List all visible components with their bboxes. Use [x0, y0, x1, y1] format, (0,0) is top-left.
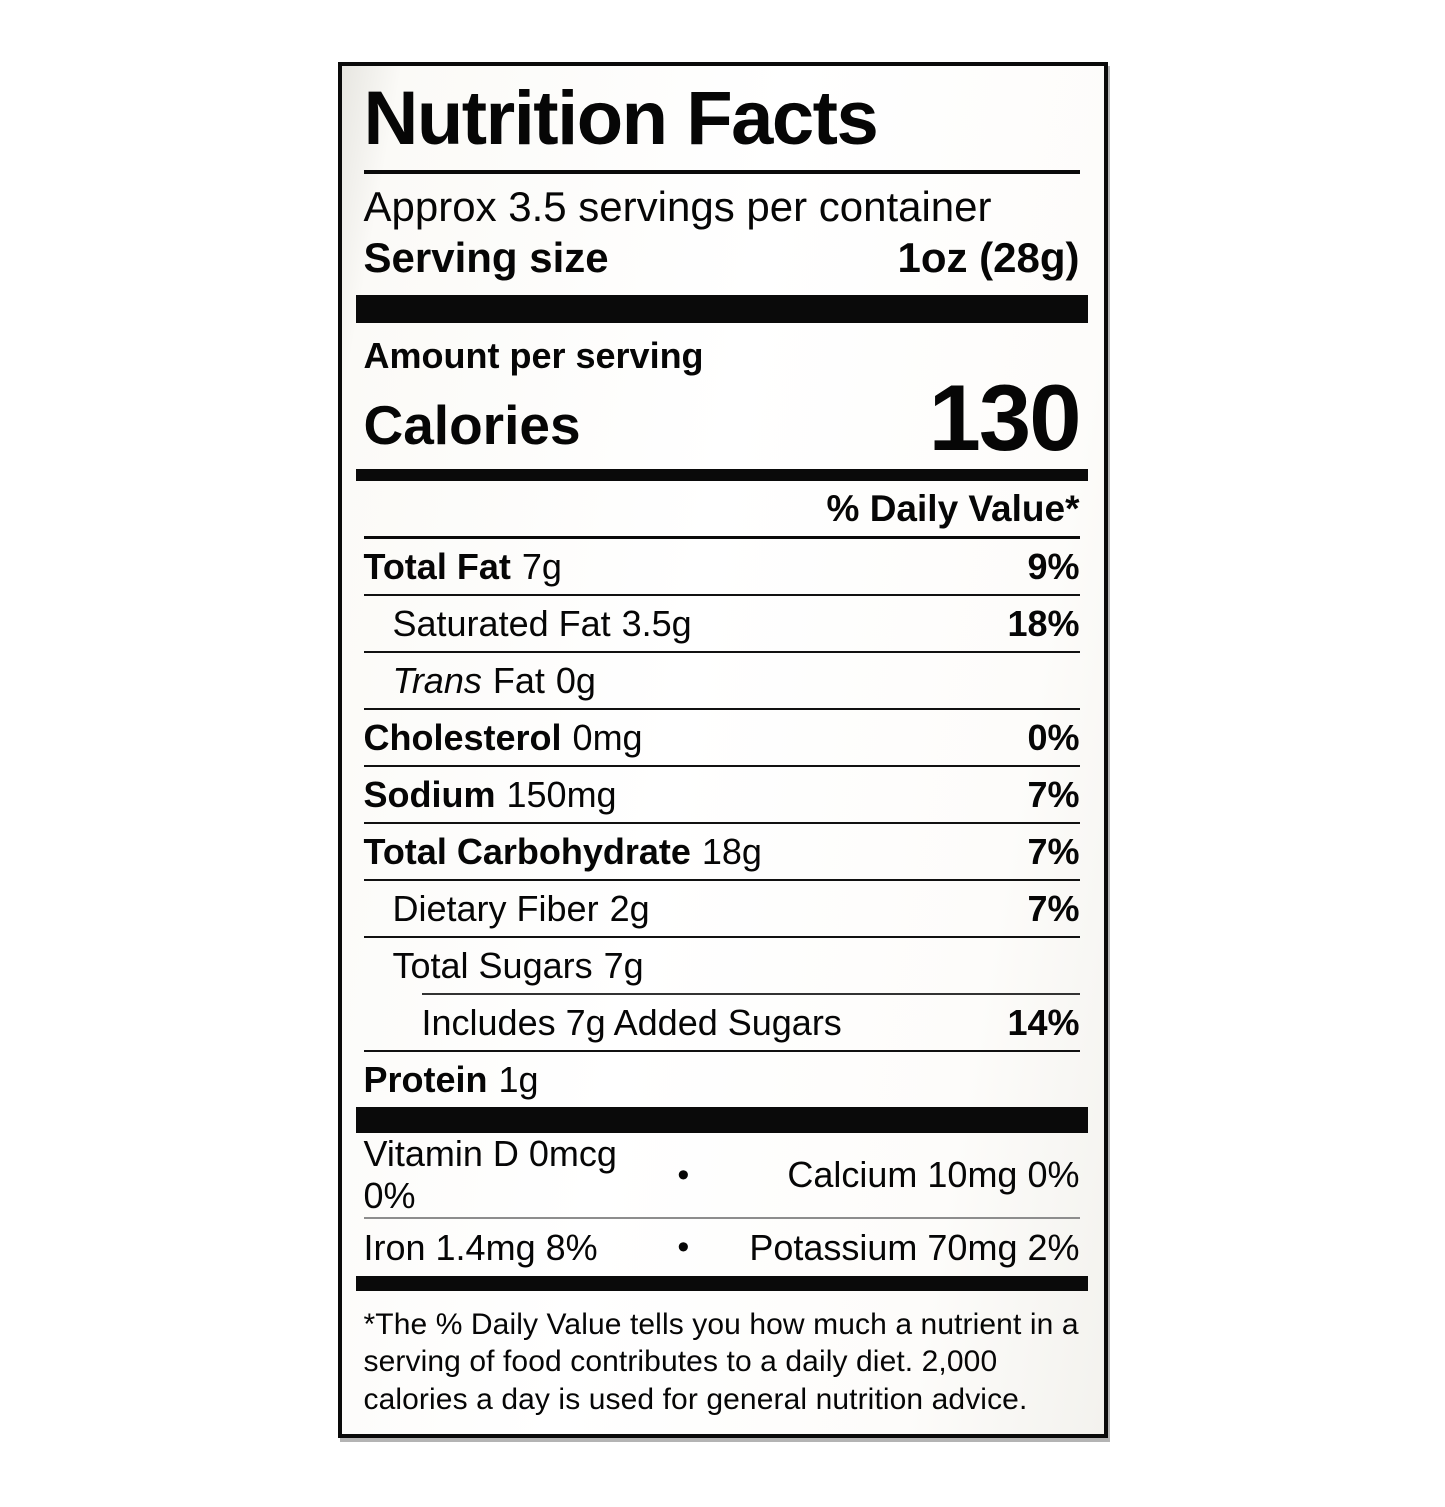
nutrient-row-dietary-fiber: Dietary Fiber 2g 7% — [364, 881, 1080, 936]
nutrient-name: Dietary Fiber — [392, 887, 599, 929]
nutrient-name: Includes 7g Added Sugars — [421, 1001, 842, 1043]
daily-value-divider — [363, 536, 1080, 540]
nutrient-name: Total Fat — [363, 545, 511, 587]
calories-divider — [355, 469, 1088, 482]
calories-value: 130 — [928, 365, 1082, 471]
micronutrient-row-2: Iron 1.4mg 8% • Potassium 70mg 2% — [364, 1219, 1080, 1276]
micronutrient-right: Calcium 10mg 0% — [787, 1154, 1080, 1196]
nutrient-row-added-sugars: Includes 7g Added Sugars 14% — [364, 995, 1080, 1050]
nutrient-daily-value: 7% — [1027, 830, 1080, 872]
micronutrient-left: Vitamin D 0mcg 0% — [363, 1133, 617, 1217]
thick-divider-bottom — [355, 1276, 1088, 1292]
nutrient-amount: 3.5g — [621, 602, 692, 644]
nutrient-amount: 0mg — [572, 716, 643, 758]
calories-label: Calories — [363, 394, 581, 457]
nutrient-daily-value: 0% — [1027, 716, 1080, 758]
serving-size-label: Serving size — [363, 233, 609, 281]
thick-divider-micronutrients — [355, 1107, 1088, 1134]
nutrient-row-total-sugars: Total Sugars 7g — [364, 938, 1080, 993]
row-divider — [363, 765, 1080, 768]
serving-size-value: 1oz (28g) — [897, 233, 1080, 281]
label-title: Nutrition Facts — [363, 76, 879, 161]
nutrient-row-trans-fat: Trans Fat 0g — [364, 653, 1080, 708]
row-divider — [363, 651, 1080, 654]
nutrient-daily-value: 9% — [1027, 545, 1080, 587]
micronutrient-right: Potassium 70mg 2% — [749, 1226, 1080, 1268]
nutrient-amount: 18g — [701, 830, 762, 872]
row-divider-indented — [421, 993, 1080, 996]
nutrient-name: Saturated Fat — [392, 602, 611, 644]
serving-size-row: Serving size 1oz (28g) — [364, 234, 1080, 282]
nutrient-name: Total Sugars — [392, 944, 593, 986]
daily-value-header: % Daily Value* — [826, 488, 1080, 530]
nutrient-name-italic: Trans — [392, 659, 482, 701]
bullet-icon: • — [677, 1228, 690, 1267]
nutrient-daily-value: 18% — [1007, 602, 1080, 644]
nutrient-daily-value: 7% — [1027, 773, 1080, 815]
nutrient-name: Protein — [363, 1058, 488, 1100]
row-divider — [363, 708, 1080, 711]
bullet-icon: • — [677, 1155, 690, 1194]
micronutrient-divider — [363, 1217, 1080, 1220]
nutrient-row-protein: Protein 1g — [364, 1052, 1080, 1107]
nutrient-row-total-fat: Total Fat 7g 9% — [364, 539, 1080, 594]
nutrient-amount: 7g — [521, 545, 562, 587]
nutrient-amount: 1g — [498, 1058, 539, 1100]
nutrient-amount: 150mg — [506, 773, 617, 815]
nutrient-daily-value: 7% — [1027, 887, 1080, 929]
daily-value-footnote: *The % Daily Value tells you how much a … — [363, 1308, 1079, 1416]
micronutrient-left: Iron 1.4mg 8% — [363, 1226, 598, 1268]
row-divider — [363, 936, 1080, 939]
nutrient-amount: 0g — [555, 659, 596, 701]
calories-row: Calories 130 — [363, 365, 1082, 471]
nutrient-name: Cholesterol — [363, 716, 562, 758]
row-divider — [363, 1050, 1080, 1053]
nutrient-row-cholesterol: Cholesterol 0mg 0% — [364, 710, 1080, 765]
nutrient-name: Sodium — [363, 773, 496, 815]
amount-per-serving-label: Amount per serving — [363, 334, 704, 376]
thick-divider-top — [355, 294, 1088, 323]
row-divider — [363, 822, 1080, 825]
title-divider — [363, 169, 1080, 174]
nutrient-row-sodium: Sodium 150mg 7% — [364, 767, 1080, 822]
nutrient-name: Total Carbohydrate — [363, 830, 691, 872]
row-divider — [363, 879, 1080, 882]
nutrient-name: Fat — [492, 659, 545, 701]
row-divider — [363, 594, 1080, 597]
nutrient-amount: 7g — [603, 944, 644, 986]
nutrient-daily-value: 14% — [1007, 1001, 1080, 1043]
servings-per-container: Approx 3.5 servings per container — [363, 182, 992, 230]
micronutrient-row-1: Vitamin D 0mcg 0% • Calcium 10mg 0% — [364, 1133, 1080, 1217]
nutrient-row-saturated-fat: Saturated Fat 3.5g 18% — [364, 596, 1080, 651]
nutrient-amount: 2g — [609, 887, 650, 929]
nutrient-row-total-carbohydrate: Total Carbohydrate 18g 7% — [364, 824, 1080, 879]
nutrition-facts-label: Nutrition Facts Approx 3.5 servings per … — [337, 62, 1108, 1438]
